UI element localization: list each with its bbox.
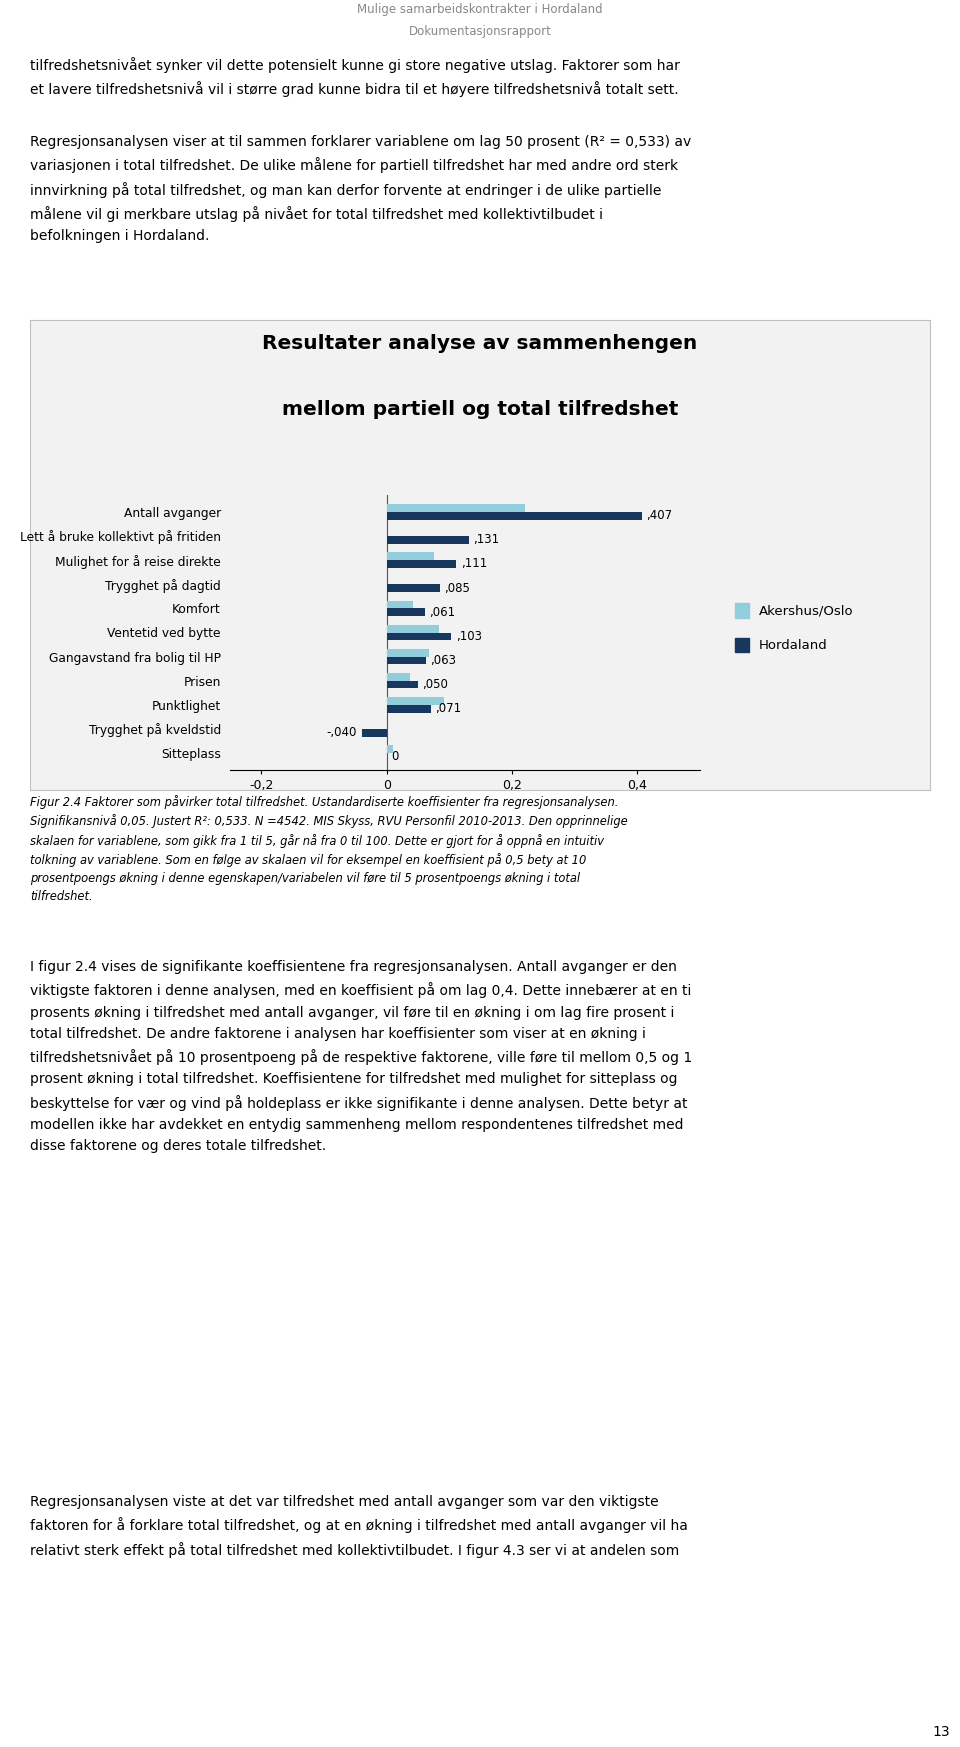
Bar — [387, 561, 456, 568]
Text: ,071: ,071 — [436, 702, 462, 715]
Bar — [387, 632, 451, 639]
Text: Figur 2.4 Faktorer som påvirker total tilfredshet. Ustandardiserte koeffisienter: Figur 2.4 Faktorer som påvirker total ti… — [30, 795, 628, 903]
Bar — [387, 657, 426, 664]
Legend: Akershus/Oslo, Hordaland: Akershus/Oslo, Hordaland — [731, 597, 859, 657]
Text: ,131: ,131 — [473, 533, 499, 547]
Text: ,050: ,050 — [422, 678, 448, 692]
Bar — [387, 625, 439, 632]
Text: ,111: ,111 — [461, 557, 487, 571]
Text: tilfredshetsnivået synker vil dette potensielt kunne gi store negative utslag. F: tilfredshetsnivået synker vil dette pote… — [30, 58, 680, 98]
Bar — [387, 505, 524, 512]
Bar — [387, 608, 425, 617]
Bar — [387, 583, 440, 592]
Text: I figur 2.4 vises de signifikante koeffisientene fra regresjonsanalysen. Antall : I figur 2.4 vises de signifikante koeffi… — [30, 961, 692, 1153]
Bar — [387, 697, 444, 704]
Text: ,063: ,063 — [430, 653, 457, 667]
Bar — [362, 728, 387, 737]
Text: -,040: -,040 — [326, 727, 357, 739]
Text: Dokumentasjonsrapport: Dokumentasjonsrapport — [409, 26, 551, 38]
Text: mellom partiell og total tilfredshet: mellom partiell og total tilfredshet — [282, 400, 678, 419]
Text: 13: 13 — [932, 1724, 950, 1738]
Text: ,103: ,103 — [456, 631, 482, 643]
Bar — [387, 536, 468, 543]
Text: Resultater analyse av sammenhengen: Resultater analyse av sammenhengen — [262, 334, 698, 353]
Bar — [387, 704, 431, 713]
Bar — [387, 512, 641, 519]
Text: Regresjonsanalysen viste at det var tilfredshet med antall avganger som var den : Regresjonsanalysen viste at det var tilf… — [30, 1495, 688, 1558]
Bar — [387, 601, 413, 608]
Text: ,407: ,407 — [646, 508, 672, 522]
Text: Mulige samarbeidskontrakter i Hordaland: Mulige samarbeidskontrakter i Hordaland — [357, 3, 603, 16]
Bar — [387, 746, 393, 753]
Bar — [387, 648, 429, 657]
Text: Regresjonsanalysen viser at til sammen forklarer variablene om lag 50 prosent (R: Regresjonsanalysen viser at til sammen f… — [30, 135, 691, 243]
Text: ,085: ,085 — [444, 582, 470, 594]
Bar — [387, 681, 418, 688]
Bar — [387, 673, 411, 681]
Bar — [387, 552, 434, 561]
Text: ,061: ,061 — [429, 606, 455, 618]
Text: 0: 0 — [391, 751, 398, 763]
